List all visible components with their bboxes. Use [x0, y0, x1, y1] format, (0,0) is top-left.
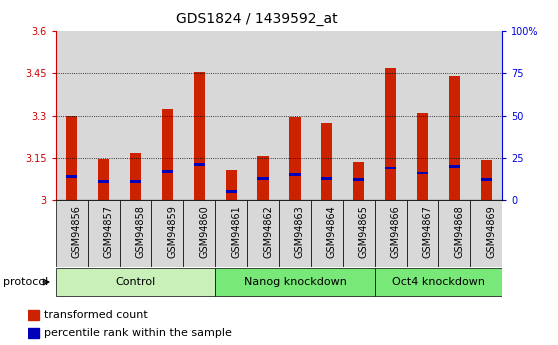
Bar	[215, 200, 247, 267]
Bar	[56, 268, 215, 296]
Bar	[194, 163, 205, 166]
Bar	[151, 31, 184, 200]
Bar	[215, 268, 374, 296]
Bar	[88, 31, 119, 200]
Bar	[407, 31, 439, 200]
Bar	[66, 175, 78, 178]
Bar	[343, 31, 374, 200]
Bar	[215, 31, 247, 200]
Text: GSM94866: GSM94866	[391, 206, 401, 258]
Text: protocol: protocol	[3, 277, 48, 287]
Bar	[257, 177, 268, 179]
Text: GSM94858: GSM94858	[136, 206, 146, 258]
Bar	[290, 117, 301, 200]
Bar	[28, 310, 39, 319]
Bar	[480, 178, 492, 181]
Bar	[279, 200, 311, 267]
Bar	[417, 113, 428, 200]
Bar	[184, 31, 215, 200]
Bar	[374, 31, 407, 200]
Bar	[225, 190, 237, 193]
Text: Oct4 knockdown: Oct4 knockdown	[392, 277, 485, 287]
Bar	[449, 76, 460, 200]
Text: GDS1824 / 1439592_at: GDS1824 / 1439592_at	[176, 12, 338, 26]
Bar	[130, 153, 141, 200]
Bar	[439, 31, 470, 200]
Bar	[439, 200, 470, 267]
Bar	[98, 180, 109, 183]
Bar	[385, 68, 396, 200]
Bar	[279, 31, 311, 200]
Bar	[162, 109, 173, 200]
Bar	[66, 116, 78, 200]
Bar	[374, 268, 502, 296]
Text: Nanog knockdown: Nanog knockdown	[243, 277, 347, 287]
Text: GSM94869: GSM94869	[486, 206, 496, 258]
Bar	[407, 200, 439, 267]
Bar	[311, 31, 343, 200]
Text: Control: Control	[116, 277, 156, 287]
Bar	[374, 200, 407, 267]
Bar	[28, 328, 39, 338]
Bar	[162, 170, 173, 173]
Text: GSM94868: GSM94868	[454, 206, 464, 258]
Bar	[417, 172, 428, 175]
Bar	[247, 200, 279, 267]
Text: GSM94856: GSM94856	[72, 206, 81, 258]
Bar	[130, 180, 141, 183]
Text: GSM94865: GSM94865	[359, 206, 369, 258]
Bar	[470, 200, 502, 267]
Bar	[119, 31, 151, 200]
Bar	[56, 200, 88, 267]
Bar	[480, 160, 492, 200]
Bar	[98, 159, 109, 200]
Bar	[343, 200, 374, 267]
Bar	[151, 200, 184, 267]
Bar	[321, 177, 333, 179]
Bar	[257, 156, 268, 200]
Bar	[449, 165, 460, 168]
Text: GSM94857: GSM94857	[104, 206, 114, 258]
Bar	[56, 31, 88, 200]
Bar	[194, 72, 205, 200]
Bar	[311, 200, 343, 267]
Bar	[353, 178, 364, 181]
Text: GSM94860: GSM94860	[199, 206, 209, 258]
Text: GSM94864: GSM94864	[327, 206, 337, 258]
Text: GSM94859: GSM94859	[167, 206, 177, 258]
Text: GSM94861: GSM94861	[231, 206, 241, 258]
Bar	[470, 31, 502, 200]
Bar	[321, 122, 333, 200]
Bar	[88, 200, 119, 267]
Bar	[290, 173, 301, 176]
Text: percentile rank within the sample: percentile rank within the sample	[44, 328, 232, 338]
Bar	[353, 162, 364, 200]
Bar	[225, 170, 237, 200]
Text: transformed count: transformed count	[44, 310, 148, 320]
Bar	[119, 200, 151, 267]
Text: GSM94867: GSM94867	[422, 206, 432, 258]
Bar	[184, 200, 215, 267]
Text: GSM94863: GSM94863	[295, 206, 305, 258]
Text: GSM94862: GSM94862	[263, 206, 273, 258]
Bar	[247, 31, 279, 200]
Bar	[385, 167, 396, 169]
